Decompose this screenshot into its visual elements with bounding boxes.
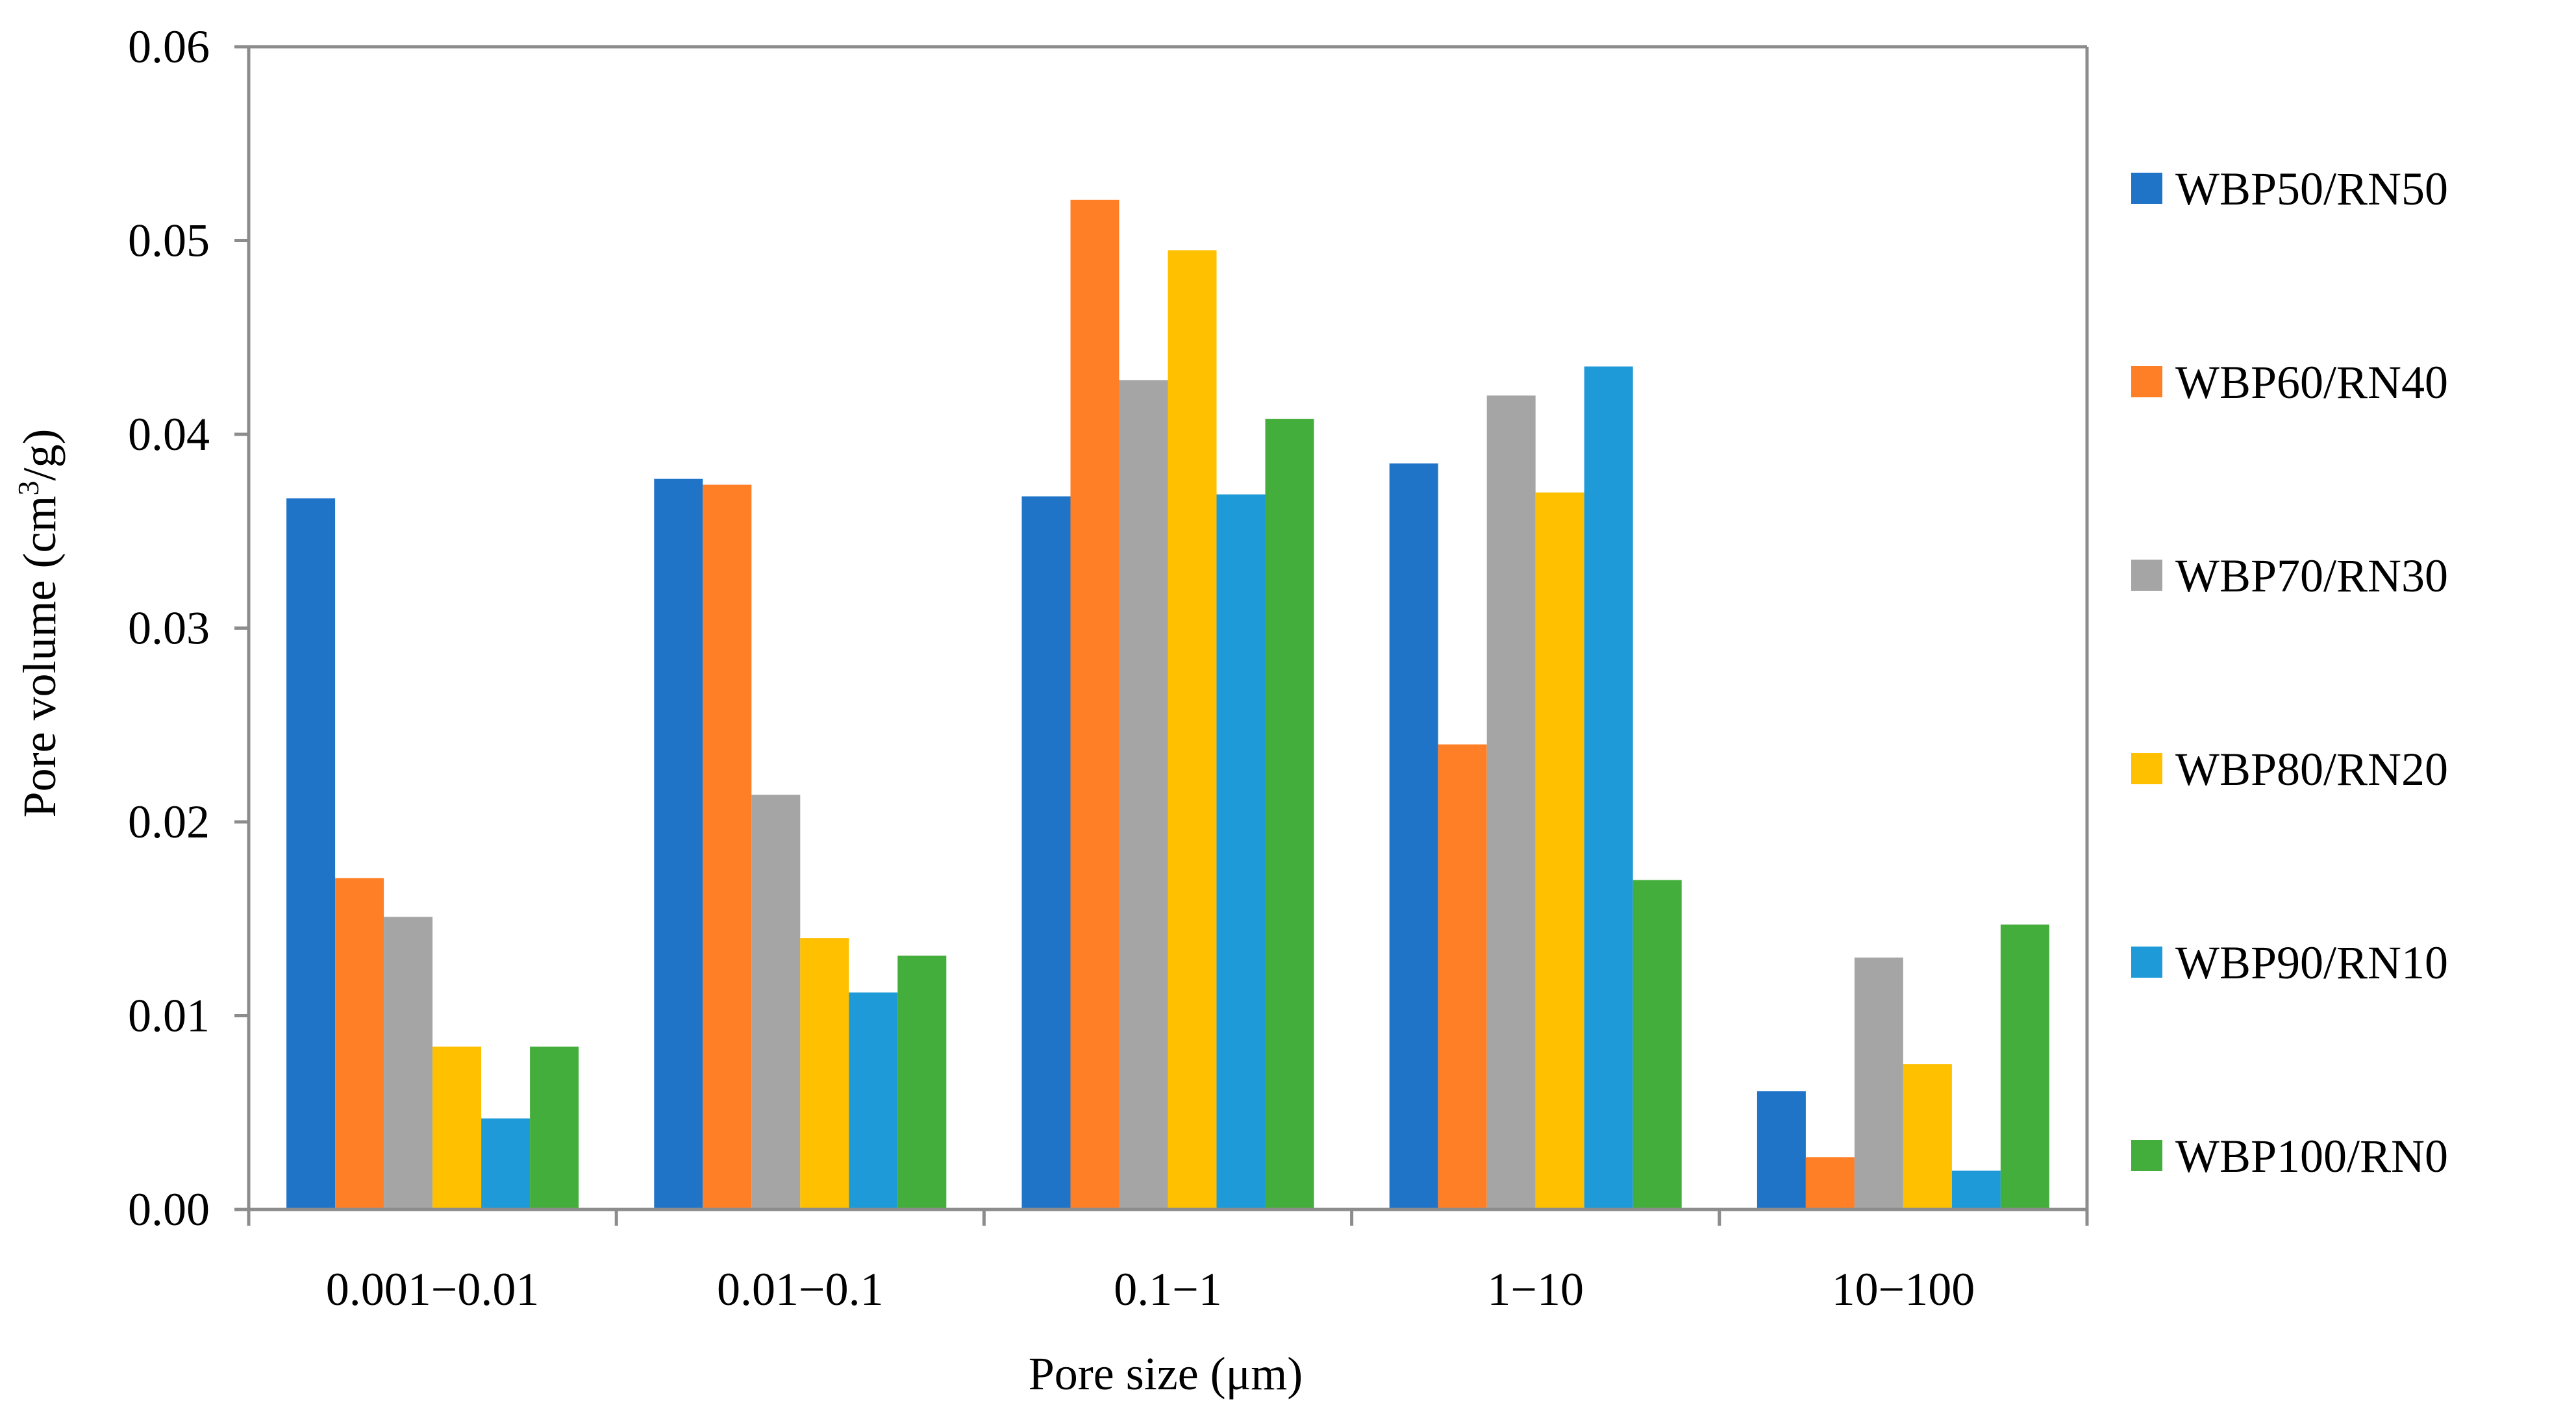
- bars-layer: [286, 199, 2049, 1210]
- bar-wbp60-rn40-cat-2: [703, 484, 752, 1209]
- bar-wbp90-rn10-cat-5: [1951, 1171, 2001, 1209]
- y-tick-label: 0.06: [128, 21, 210, 73]
- legend-label-wbp60-rn40: WBP60/RN40: [2175, 356, 2448, 408]
- bar-wbp80-rn20-cat-4: [1535, 492, 1584, 1209]
- bar-wbp90-rn10-cat-4: [1584, 366, 1633, 1209]
- bar-wbp100-rn0-cat-5: [2000, 924, 2049, 1209]
- bar-wbp100-rn0-cat-1: [530, 1047, 579, 1209]
- bar-wbp50-rn50-cat-3: [1021, 496, 1071, 1209]
- y-tick-label: 0.05: [128, 215, 210, 267]
- bar-wbp80-rn20-cat-5: [1903, 1064, 1952, 1209]
- bar-wbp90-rn10-cat-1: [481, 1118, 531, 1209]
- y-tick-label: 0.03: [128, 602, 210, 654]
- bar-wbp60-rn40-cat-3: [1070, 199, 1119, 1210]
- y-axis-title: Pore volume (cm3/g): [12, 429, 66, 818]
- bar-wbp70-rn30-cat-2: [751, 795, 801, 1209]
- legend: WBP50/RN50 WBP60/RN40 WBP70/RN30 WBP80/RN20…: [2131, 163, 2448, 1182]
- bar-wbp50-rn50-cat-5: [1757, 1091, 1806, 1209]
- y-tick-label: 0.04: [128, 408, 210, 460]
- legend-label-wbp50-rn50: WBP50/RN50: [2175, 163, 2448, 215]
- legend-label-wbp100-rn0: WBP100/RN0: [2175, 1130, 2448, 1182]
- bar-wbp100-rn0-cat-4: [1632, 880, 1682, 1209]
- x-category-label: 0.001−0.01: [326, 1263, 540, 1315]
- legend-swatch-wbp100-rn0: [2131, 1140, 2162, 1171]
- bar-wbp90-rn10-cat-2: [849, 992, 898, 1209]
- legend-swatch-wbp70-rn30: [2131, 560, 2162, 591]
- bar-wbp50-rn50-cat-4: [1389, 463, 1438, 1209]
- bar-wbp100-rn0-cat-2: [897, 955, 947, 1209]
- y-axis-ticks: 0.00 0.01 0.02 0.03 0.04 0.05 0.06: [128, 21, 249, 1235]
- legend-label-wbp90-rn10: WBP90/RN10: [2175, 937, 2448, 989]
- legend-swatch-wbp60-rn40: [2131, 366, 2162, 397]
- x-category-label: 10−100: [1832, 1263, 1975, 1315]
- bar-wbp50-rn50-cat-1: [286, 498, 336, 1209]
- bar-wbp80-rn20-cat-3: [1168, 250, 1217, 1209]
- bar-wbp70-rn30-cat-5: [1854, 957, 1903, 1209]
- bar-wbp60-rn40-cat-4: [1438, 744, 1487, 1209]
- y-tick-label: 0.01: [128, 990, 210, 1042]
- y-axis-title-prefix: Pore volume (cm: [14, 496, 66, 818]
- bar-wbp80-rn20-cat-1: [432, 1047, 482, 1209]
- x-axis-title: Pore size (μm): [1029, 1348, 1303, 1400]
- legend-swatch-wbp80-rn20: [2131, 753, 2162, 784]
- y-axis-title-suffix: /g): [14, 429, 66, 481]
- bar-wbp80-rn20-cat-2: [800, 938, 849, 1209]
- bar-wbp70-rn30-cat-3: [1119, 380, 1168, 1210]
- bar-wbp70-rn30-cat-1: [384, 917, 433, 1209]
- bar-wbp50-rn50-cat-2: [654, 478, 703, 1209]
- legend-swatch-wbp90-rn10: [2131, 947, 2162, 978]
- bar-wbp100-rn0-cat-3: [1265, 419, 1314, 1209]
- y-tick-label: 0.02: [128, 796, 210, 848]
- x-category-label: 1−10: [1487, 1263, 1584, 1315]
- legend-label-wbp80-rn20: WBP80/RN20: [2175, 743, 2448, 795]
- x-category-label: 0.1−1: [1114, 1263, 1222, 1315]
- legend-swatch-wbp50-rn50: [2131, 173, 2162, 204]
- bar-wbp90-rn10-cat-3: [1216, 494, 1266, 1210]
- y-tick-label: 0.00: [128, 1183, 210, 1235]
- x-category-label: 0.01−0.1: [717, 1263, 884, 1315]
- x-axis-ticks: 0.001−0.01 0.01−0.1 0.1−1 1−10 10−100: [326, 1209, 1975, 1315]
- legend-label-wbp70-rn30: WBP70/RN30: [2175, 550, 2448, 602]
- bar-wbp60-rn40-cat-5: [1805, 1157, 1855, 1209]
- bar-wbp70-rn30-cat-4: [1486, 395, 1536, 1209]
- y-axis-title-superscript: 3: [12, 481, 45, 496]
- bar-wbp60-rn40-cat-1: [335, 878, 384, 1209]
